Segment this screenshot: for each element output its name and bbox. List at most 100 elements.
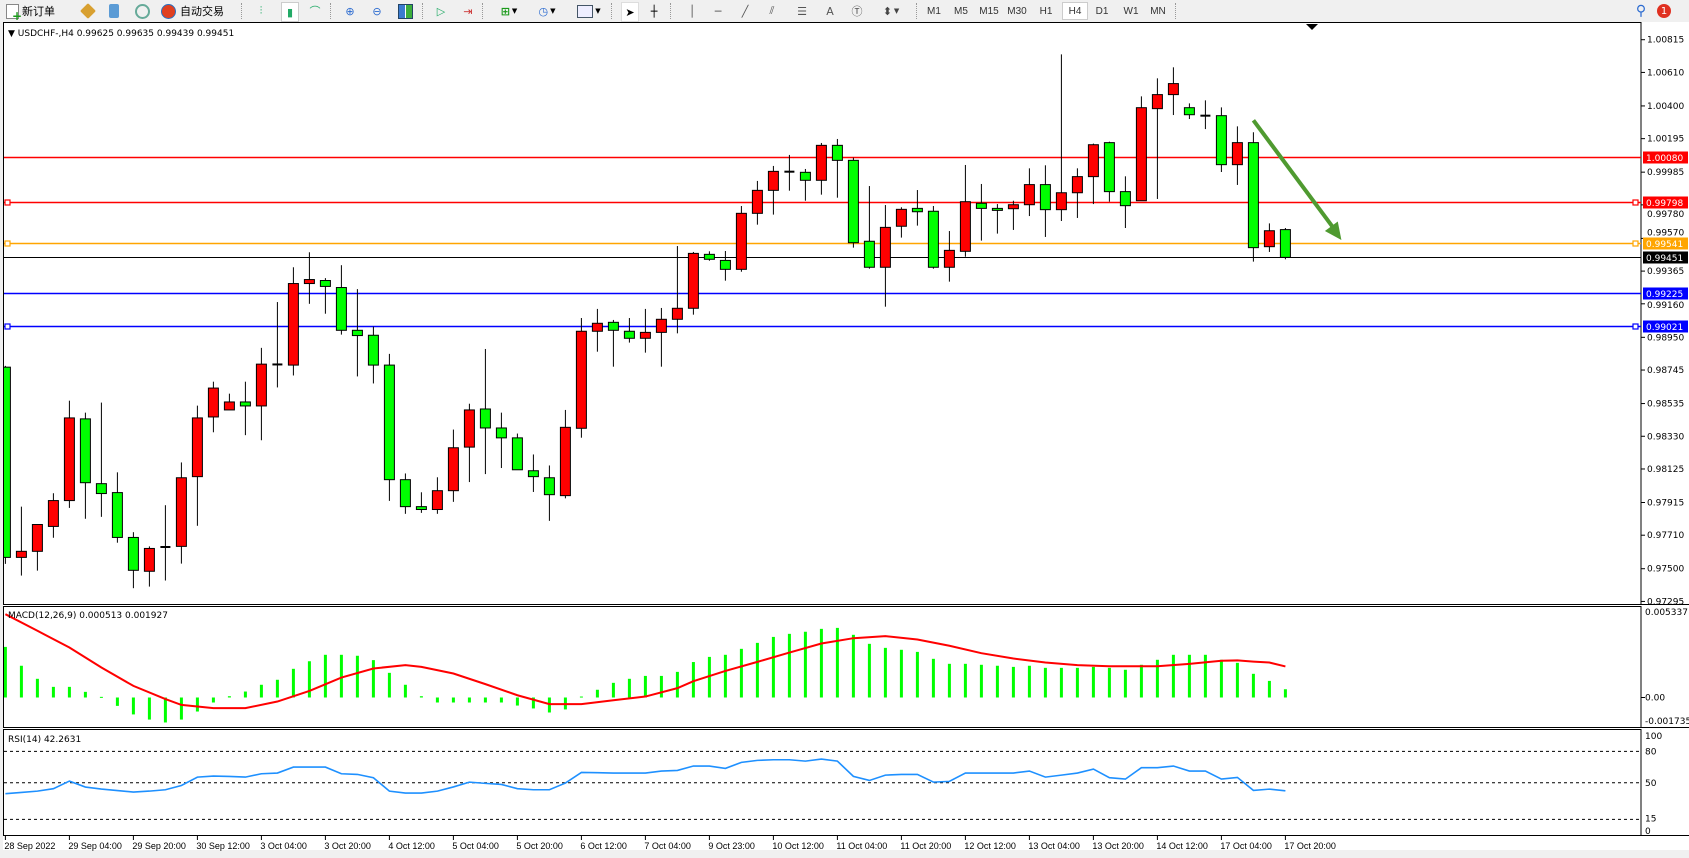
level-anchor-handle[interactable] [4,323,11,330]
collapse-arrow-icon[interactable]: ▼ [8,29,18,39]
candle [895,207,907,238]
candle-body [735,212,747,270]
macd-histogram-bar [467,697,471,703]
macd-histogram-bar [67,686,71,698]
timeframe-m1[interactable]: M1 [927,5,941,17]
arrows-button[interactable]: ⬍ ▼ [876,2,906,20]
macd-histogram-bar [259,684,263,698]
crosshair-button[interactable]: ┼ [646,2,662,20]
timeframe-mn[interactable]: MN [1150,5,1166,17]
trend-arrow[interactable] [1251,119,1342,240]
separator [241,3,243,19]
templates-icon [577,4,594,18]
price-tick-label: 0.99985 [1647,168,1684,178]
indicators-button[interactable]: ⊞ ▼ [494,2,524,20]
level-price-label: 1.00080 [1646,154,1683,164]
price-tick-label: 0.99570 [1647,229,1684,239]
macd-histogram-bar [1155,659,1159,698]
candle [975,183,987,241]
bar-chart-button[interactable]: ⫶ [253,2,269,20]
zoom-out-button[interactable]: ⊖ [369,2,385,20]
macd-histogram-bar [611,682,615,698]
price-tick-label: 0.97915 [1647,498,1684,508]
timeframe-m30[interactable]: M30 [1007,5,1027,17]
candle [687,251,699,315]
macd-histogram-bar [1123,669,1127,698]
signals-button[interactable] [133,2,151,20]
candle [1279,228,1291,260]
text-icon: A [826,4,834,18]
macd-histogram-bar [451,697,455,703]
arrow-head[interactable] [1324,221,1342,240]
candle-body [719,259,731,270]
time-axis-label: 6 Oct 12:00 [580,841,627,851]
macd-histogram-bar [867,643,871,698]
macd-histogram-bar [595,689,599,698]
text-button[interactable]: A [822,2,838,20]
candle [1039,165,1051,237]
fibonacci-button[interactable]: ☰ [794,2,810,20]
macd-histogram-bar [419,696,423,698]
timeframe-m5[interactable]: M5 [954,5,968,17]
chart-shift-icon: ⇥ [463,4,473,18]
candle [175,462,187,564]
timeframe-m15[interactable]: M15 [979,5,999,17]
time-axis-label: 9 Oct 23:00 [708,841,755,851]
timeframe-h4[interactable]: H4 [1062,2,1088,20]
line-chart-button[interactable]: ⌒ [307,2,323,20]
auto-trading-button[interactable]: 自动交易 [161,2,235,20]
templates-button[interactable]: ▼ [573,2,605,20]
vertical-line-button[interactable]: │ [684,2,700,20]
cursor-button[interactable]: ➤ [621,2,639,22]
candle [1055,54,1067,221]
data-window-button[interactable] [105,2,123,20]
horizontal-line-button[interactable]: ─ [710,2,726,20]
notification-button[interactable]: 1 [1655,2,1673,20]
macd-histogram-bar [275,679,279,698]
macd-histogram-bar [675,671,679,698]
candlestick-button[interactable]: ▮ [281,2,299,22]
text-label-button[interactable]: Ⓣ [849,2,865,20]
candle-body [527,470,539,478]
chart-shift-marker[interactable] [1306,24,1318,30]
candle-body [47,500,59,527]
zoom-in-button[interactable]: ⊕ [342,2,358,20]
candle [303,252,315,304]
timeframe-w1[interactable]: W1 [1123,5,1139,17]
level-anchor-handle[interactable] [4,240,11,247]
auto-scroll-button[interactable]: ▷ [433,2,449,20]
timeframe-h1[interactable]: H1 [1039,5,1053,17]
candle-body [95,483,107,495]
macd-histogram-bar [403,684,407,698]
level-anchor-handle[interactable] [1632,323,1639,330]
chart-shift-button[interactable]: ⇥ [460,2,476,20]
search-icon: ⚲ [1635,3,1647,19]
macd-histogram-bar [195,697,199,712]
tile-windows-button[interactable] [397,2,413,20]
rsi-line [5,758,1286,795]
equidistant-channel-button[interactable]: ⫽ [764,2,780,20]
level-price-label: 0.99021 [1646,323,1683,333]
candle [495,412,507,469]
macd-series [4,613,1287,723]
time-axis-label: 5 Oct 20:00 [516,841,563,851]
new-order-button[interactable]: + 新订单 [6,2,70,22]
candle-body [463,409,475,448]
level-anchor-handle[interactable] [4,199,11,206]
trendline-button[interactable]: ╱ [737,2,753,20]
arrow-shaft[interactable] [1251,119,1339,234]
candle-body [767,170,779,191]
candle-body [831,144,843,161]
search-button[interactable]: ⚲ [1633,2,1649,20]
horizontal-line-icon: ─ [714,4,722,18]
candle [1215,107,1227,173]
timeframe-d1[interactable]: D1 [1095,5,1109,17]
level-anchor-handle[interactable] [1632,240,1639,247]
price-tick-label: 0.99365 [1647,267,1684,277]
candle-body [255,363,267,407]
macd-title: MACD(12,26,9) 0.000513 0.001927 [8,611,168,621]
periods-button[interactable]: ◷ ▼ [532,2,562,20]
macd-histogram-bar [739,648,743,698]
level-anchor-handle[interactable] [1632,199,1639,206]
